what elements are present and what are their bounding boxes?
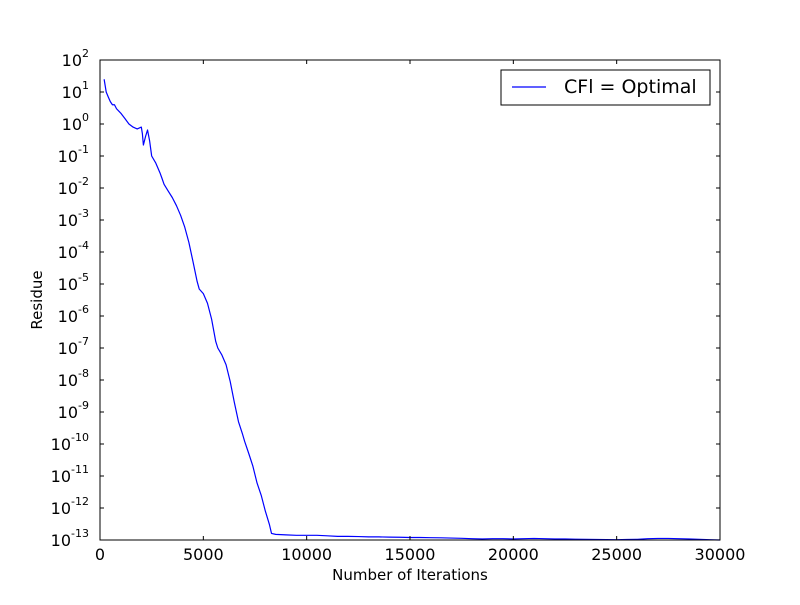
y-tick-exponent: 2 bbox=[82, 47, 89, 60]
y-tick-label: 10-5 bbox=[58, 271, 89, 294]
x-tick-label: 30000 bbox=[695, 545, 746, 564]
y-tick-exponent: -13 bbox=[71, 527, 89, 540]
y-tick-base: 10 bbox=[58, 371, 78, 390]
y-tick-base: 10 bbox=[58, 403, 78, 422]
y-tick-base: 10 bbox=[51, 435, 71, 454]
y-tick-label: 10-12 bbox=[51, 495, 89, 518]
y-tick-base: 10 bbox=[62, 51, 82, 70]
x-tick-label: 10000 bbox=[281, 545, 332, 564]
y-tick-exponent: -5 bbox=[78, 271, 89, 284]
x-tick-label: 25000 bbox=[591, 545, 642, 564]
y-tick-label: 10-11 bbox=[51, 463, 89, 486]
y-tick-base: 10 bbox=[58, 147, 78, 166]
y-tick-exponent: -1 bbox=[78, 143, 89, 156]
legend-label-cfl-optimal: CFl = Optimal bbox=[564, 76, 697, 98]
y-tick-base: 10 bbox=[58, 339, 78, 358]
plot-area bbox=[100, 60, 720, 540]
y-tick-label: 10-9 bbox=[58, 399, 89, 422]
y-tick-exponent: 1 bbox=[82, 79, 89, 92]
y-tick-exponent: -7 bbox=[78, 335, 89, 348]
y-tick-label: 10-3 bbox=[58, 207, 89, 230]
y-tick-exponent: 0 bbox=[82, 111, 89, 124]
x-tick-label: 0 bbox=[95, 545, 105, 564]
y-tick-base: 10 bbox=[58, 211, 78, 230]
y-tick-exponent: -10 bbox=[71, 431, 89, 444]
y-tick-base: 10 bbox=[51, 499, 71, 518]
y-tick-exponent: -9 bbox=[78, 399, 89, 412]
y-tick-base: 10 bbox=[58, 243, 78, 262]
y-tick-label: 10-1 bbox=[58, 143, 89, 166]
plot-frame bbox=[99, 59, 721, 541]
y-tick-base: 10 bbox=[58, 307, 78, 326]
x-tick-label: 20000 bbox=[488, 545, 539, 564]
y-tick-exponent: -6 bbox=[78, 303, 89, 316]
y-tick-exponent: -2 bbox=[78, 175, 89, 188]
y-tick-label: 10-2 bbox=[58, 175, 89, 198]
y-tick-label: 10-6 bbox=[58, 303, 89, 326]
ticks-layer: 0 5000 10000 15000 20000 25000 300001021011001… bbox=[51, 47, 746, 564]
y-tick-label: 101 bbox=[62, 79, 89, 102]
y-tick-base: 10 bbox=[51, 467, 71, 486]
y-tick-exponent: -11 bbox=[71, 463, 89, 476]
y-tick-exponent: -3 bbox=[78, 207, 89, 220]
series-layer bbox=[103, 79, 721, 541]
y-tick-base: 10 bbox=[58, 275, 78, 294]
y-tick-label: 10-7 bbox=[58, 335, 89, 358]
x-tick-label: 15000 bbox=[385, 545, 436, 564]
x-tick-label: 5000 bbox=[183, 545, 224, 564]
y-tick-exponent: -12 bbox=[71, 495, 89, 508]
y-tick-label: 10-10 bbox=[51, 431, 89, 454]
series-line-cfl-optimal bbox=[103, 79, 721, 541]
y-tick-label: 10-8 bbox=[58, 367, 89, 390]
y-tick-label: 10-4 bbox=[58, 239, 89, 262]
y-tick-label: 102 bbox=[62, 47, 89, 70]
y-tick-exponent: -8 bbox=[78, 367, 89, 380]
y-tick-base: 10 bbox=[58, 179, 78, 198]
y-tick-label: 10-13 bbox=[51, 527, 89, 550]
x-axis-title: Number of Iterations bbox=[332, 566, 488, 584]
y-tick-exponent: -4 bbox=[78, 239, 89, 252]
legend: CFl = Optimal bbox=[500, 69, 711, 106]
y-tick-base: 10 bbox=[51, 531, 71, 550]
y-tick-label: 100 bbox=[62, 111, 89, 134]
y-tick-base: 10 bbox=[62, 83, 82, 102]
y-axis-title: Residue bbox=[28, 270, 46, 329]
y-tick-base: 10 bbox=[62, 115, 82, 134]
